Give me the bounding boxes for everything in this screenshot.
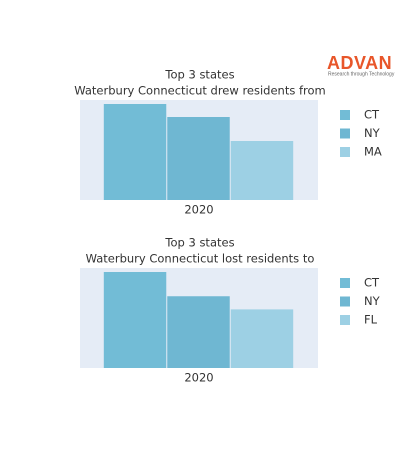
logo-tagline: Research through Technology (328, 71, 395, 77)
legend-label: NY (364, 294, 381, 308)
legend-swatch (340, 296, 350, 307)
legend-swatch (340, 128, 350, 139)
legend-label: FL (364, 313, 378, 327)
chart-subtitle: Waterbury Connecticut lost residents to (86, 252, 315, 266)
legend-label: MA (364, 145, 382, 159)
x-tick-label: 2020 (184, 371, 213, 385)
chart-subtitle: Waterbury Connecticut drew residents fro… (74, 84, 326, 98)
legend-swatch (340, 315, 350, 325)
bar (103, 272, 167, 368)
bar (230, 309, 294, 368)
legend-swatch (340, 278, 350, 288)
bar (167, 117, 230, 200)
legend-swatch (340, 147, 350, 157)
bar (103, 104, 167, 200)
chart-title: Top 3 states (164, 236, 234, 250)
legend-label: CT (364, 276, 380, 290)
logo: ADVAN (327, 53, 392, 73)
chart-title: Top 3 states (164, 68, 234, 82)
legend-label: NY (364, 126, 381, 140)
legend-swatch (340, 110, 350, 120)
bar (167, 296, 230, 368)
bar (230, 141, 294, 200)
legend-label: CT (364, 108, 380, 122)
x-tick-label: 2020 (184, 203, 213, 217)
